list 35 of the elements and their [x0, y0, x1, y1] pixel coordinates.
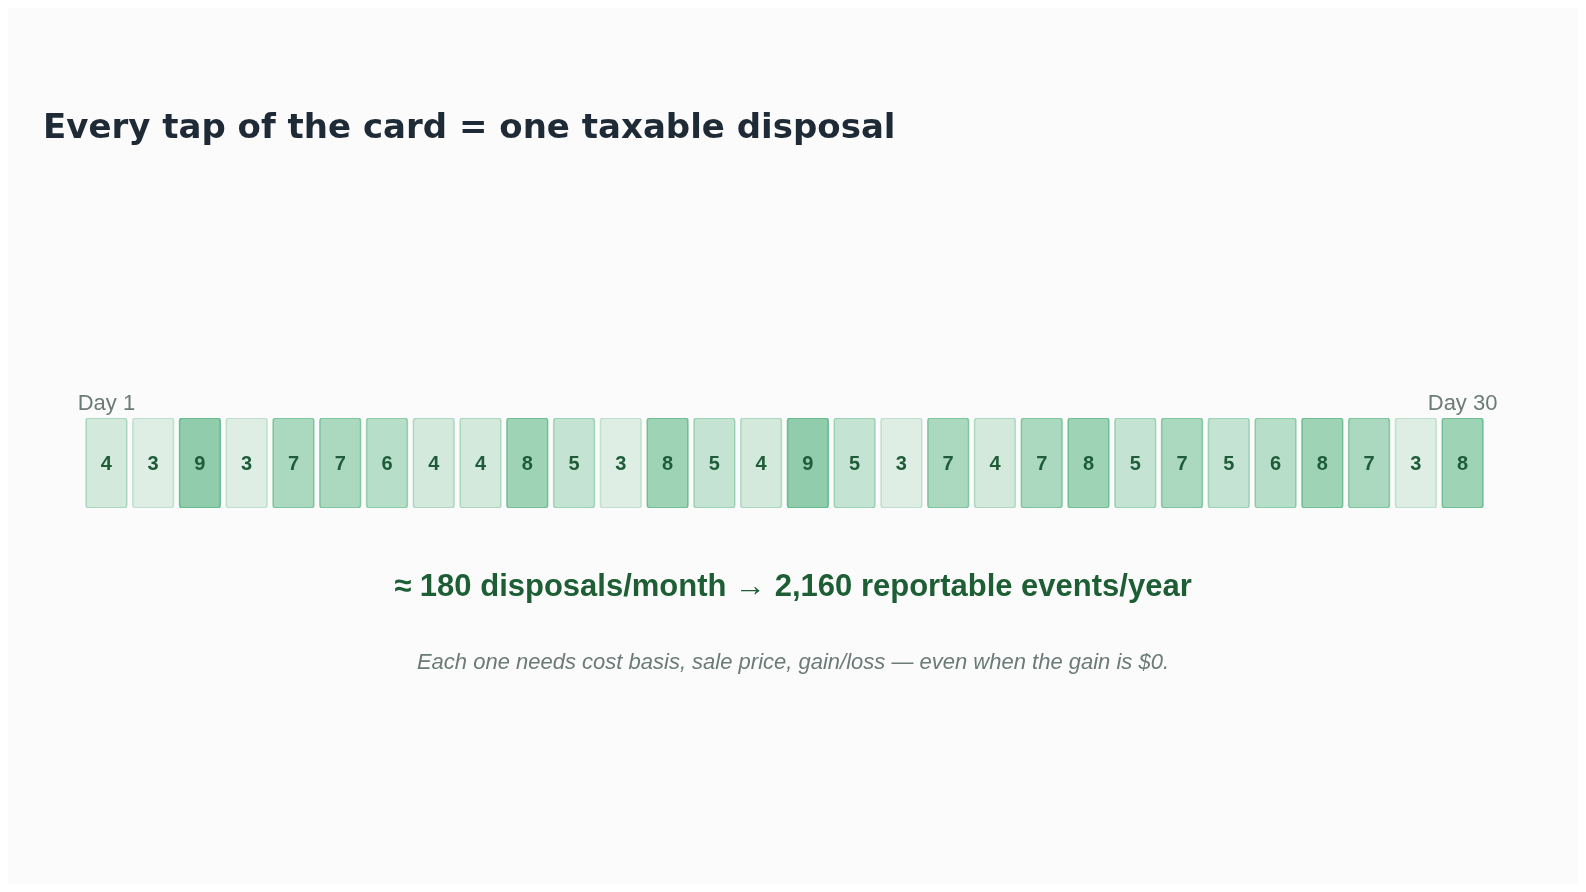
data-label: 8 — [1457, 452, 1469, 475]
text: ≈ 180 disposals/month → 2,160 reportable events/year — [393, 568, 1193, 604]
chart-title: Every tap of the card = one taxable disposal — [43, 106, 896, 146]
data-label: 7 — [942, 452, 954, 475]
data-label: 5 — [849, 452, 861, 475]
data-label: 5 — [1223, 452, 1235, 475]
data-label: 5 — [708, 452, 720, 475]
data-label: 3 — [615, 452, 627, 475]
data-label: 8 — [1082, 452, 1095, 475]
data-label: 3 — [241, 452, 253, 475]
data-label: 3 — [147, 452, 159, 475]
data-label: 7 — [1176, 452, 1188, 475]
data-label: 4 — [989, 452, 1002, 475]
x-tick-label: Day 1 — [77, 390, 136, 415]
data-label: 8 — [1316, 452, 1328, 475]
data-label: 6 — [381, 452, 393, 475]
data-label: 9 — [802, 452, 814, 475]
data-label: 3 — [895, 452, 907, 475]
data-label: 7 — [287, 452, 300, 475]
data-label: 8 — [662, 452, 674, 475]
data-label: 4 — [100, 452, 113, 475]
text: Each one needs cost basis, sale price, gain/loss — even when the gain is $0. — [415, 649, 1171, 675]
data-label: 7 — [334, 452, 346, 475]
data-label: 8 — [521, 452, 533, 475]
data-label: 4 — [428, 452, 441, 475]
data-label: 6 — [1269, 452, 1282, 475]
data-label: 7 — [1363, 452, 1375, 475]
data-label: 4 — [755, 452, 768, 475]
x-tick-label: Day 30 — [1427, 390, 1498, 415]
data-label: 5 — [568, 452, 580, 475]
data-label: 9 — [194, 452, 206, 475]
data-label: 5 — [1129, 452, 1141, 475]
data-label: 4 — [474, 452, 487, 475]
data-label: 7 — [1036, 452, 1048, 475]
data-label: 3 — [1410, 452, 1422, 475]
